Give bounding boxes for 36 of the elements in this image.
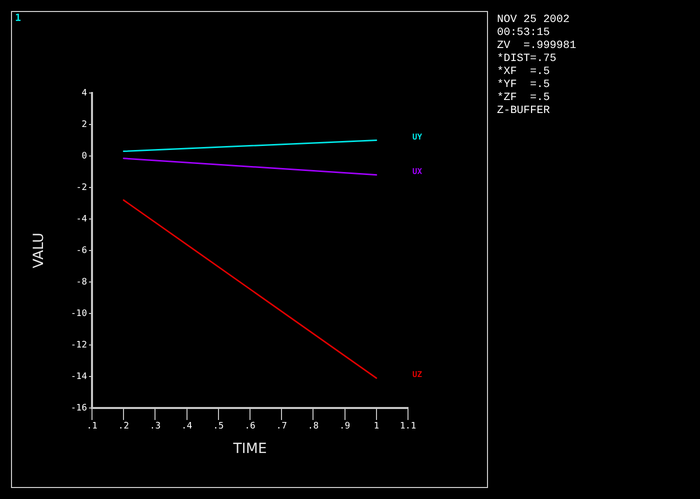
text: *ZF =.5: [497, 92, 551, 105]
x-axis-title: TIME: [232, 441, 267, 458]
text: 1: [15, 13, 22, 25]
text: *YF =.5: [497, 79, 551, 92]
x-tick-label: 1: [374, 422, 380, 432]
y-tick-label: 4: [82, 88, 87, 98]
y-tick-label: -12: [70, 340, 87, 350]
y-tick-label: -6: [76, 246, 87, 256]
text: NOV 25 2002: [497, 14, 571, 27]
text: UZ: [412, 370, 422, 380]
text: UY: [412, 132, 422, 142]
y-tick-label: -2: [76, 182, 87, 193]
y-tick-label: 2: [82, 120, 87, 130]
x-tick-label: .4: [181, 422, 192, 432]
y-tick-label: -10: [70, 308, 87, 319]
x-tick-label: .3: [150, 422, 161, 432]
text: *XF =.5: [497, 66, 551, 79]
text: *DIST=.75: [497, 53, 558, 66]
x-tick-label: .8: [308, 422, 319, 432]
y-tick-label: -4: [76, 214, 87, 224]
text: ZV =.999981: [497, 40, 576, 53]
x-tick-label: .7: [276, 422, 288, 432]
x-tick-label: 1.1: [400, 422, 416, 432]
y-tick-label: -16: [70, 403, 87, 414]
text: UX: [412, 166, 422, 176]
x-tick-label: .5: [212, 422, 224, 432]
y-tick-label: -8: [76, 277, 87, 288]
text: Z-BUFFER: [497, 105, 551, 118]
text: 00:53:15: [497, 27, 551, 40]
x-tick-label: .9: [339, 422, 350, 432]
y-tick-label: 0: [82, 151, 87, 162]
x-tick-label: .1: [86, 422, 98, 432]
x-tick-label: .2: [118, 422, 130, 432]
x-tick-label: .6: [244, 422, 256, 432]
y-axis-title: VALU: [31, 232, 48, 268]
y-tick-label: -14: [70, 372, 87, 382]
